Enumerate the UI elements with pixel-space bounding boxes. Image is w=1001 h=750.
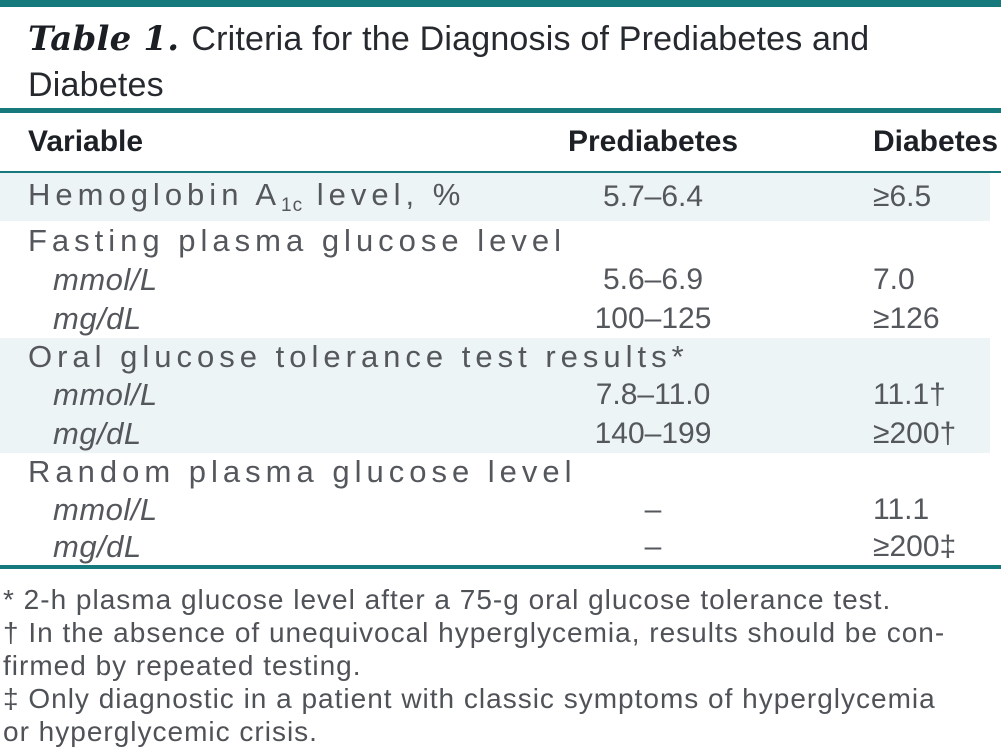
cell-diabetes: ≥6.5 — [873, 180, 932, 213]
cell-variable: mmol/L — [53, 492, 158, 527]
cell-variable: Hemoglobin A1c level, % — [28, 177, 465, 217]
table-row: mg/dL 140–199 ≥200† — [0, 414, 990, 453]
table-footnotes: * 2-h plasma glucose level after a 75-g … — [3, 583, 1001, 748]
column-header-prediabetes: Prediabetes — [568, 125, 739, 158]
footnote-line: ‡ Only diagnostic in a patient with clas… — [3, 683, 936, 714]
table-bottom-rule — [0, 565, 1001, 569]
table-row: mmol/L – 11.1 — [0, 491, 1001, 529]
footnote-line: firmed by repeated testing. — [3, 650, 362, 681]
table-row: mmol/L 7.8–11.0 11.1† — [0, 376, 990, 414]
cell-variable: mmol/L — [53, 377, 158, 412]
footnote-line: or hyperglycemic crisis. — [3, 716, 318, 747]
table-group-row: Fasting plasma glucose level — [0, 221, 1001, 260]
cell-variable: mmol/L — [53, 261, 158, 297]
footnote-line: † In the absence of unequivocal hypergly… — [3, 617, 946, 648]
cell-prediabetes: – — [644, 493, 662, 526]
cell-prediabetes: 5.6–6.9 — [602, 262, 704, 296]
subscript-text: 1c — [281, 195, 304, 216]
cell-prediabetes: 140–199 — [594, 416, 712, 450]
cell-variable: mg/dL — [53, 300, 142, 336]
table-row: Hemoglobin A1c level, % 5.7–6.4 ≥6.5 — [0, 173, 990, 221]
column-header-variable: Variable — [28, 125, 144, 158]
cell-diabetes: ≥126 — [873, 301, 940, 335]
cell-prediabetes: 5.7–6.4 — [602, 180, 704, 213]
cell-diabetes: ≥200‡ — [873, 530, 957, 563]
cell-diabetes: 11.1 — [873, 493, 930, 526]
footnote-line: * 2-h plasma glucose level after a 75-g … — [3, 584, 892, 615]
column-header-diabetes: Diabetes — [873, 125, 999, 158]
cell-diabetes: 7.0 — [873, 262, 915, 296]
table-title: Table 1. Criteria for the Diagnosis of Pr… — [28, 16, 958, 108]
table-header-row: Variable Prediabetes Diabetes — [0, 113, 1001, 173]
cell-variable: Oral glucose tolerance test results* — [28, 339, 689, 374]
table-row: mmol/L 5.6–6.9 7.0 — [0, 260, 1001, 299]
cell-prediabetes: 100–125 — [594, 301, 712, 335]
cell-prediabetes: – — [644, 530, 662, 563]
top-accent-bar — [0, 0, 1001, 7]
table-number: Table 1. — [28, 19, 180, 59]
cell-diabetes: 11.1† — [873, 378, 946, 411]
table-group-row: Random plasma glucose level — [0, 453, 1001, 491]
variable-text: level, % — [303, 177, 466, 212]
table-row: mg/dL 100–125 ≥126 — [0, 299, 1001, 338]
table-group-row: Oral glucose tolerance test results* — [0, 338, 990, 376]
cell-prediabetes: 7.8–11.0 — [595, 378, 711, 411]
cell-variable: mg/dL — [53, 529, 142, 564]
cell-variable: Random plasma glucose level — [28, 454, 577, 489]
title-divider — [0, 108, 1001, 113]
cell-variable: Fasting plasma glucose level — [28, 222, 567, 258]
table-row: mg/dL – ≥200‡ — [0, 529, 1001, 565]
table-caption: Criteria for the Diagnosis of Prediabete… — [28, 20, 870, 104]
variable-text: Hemoglobin A — [28, 177, 282, 212]
cell-diabetes: ≥200† — [873, 416, 957, 450]
cell-variable: mg/dL — [53, 415, 142, 451]
